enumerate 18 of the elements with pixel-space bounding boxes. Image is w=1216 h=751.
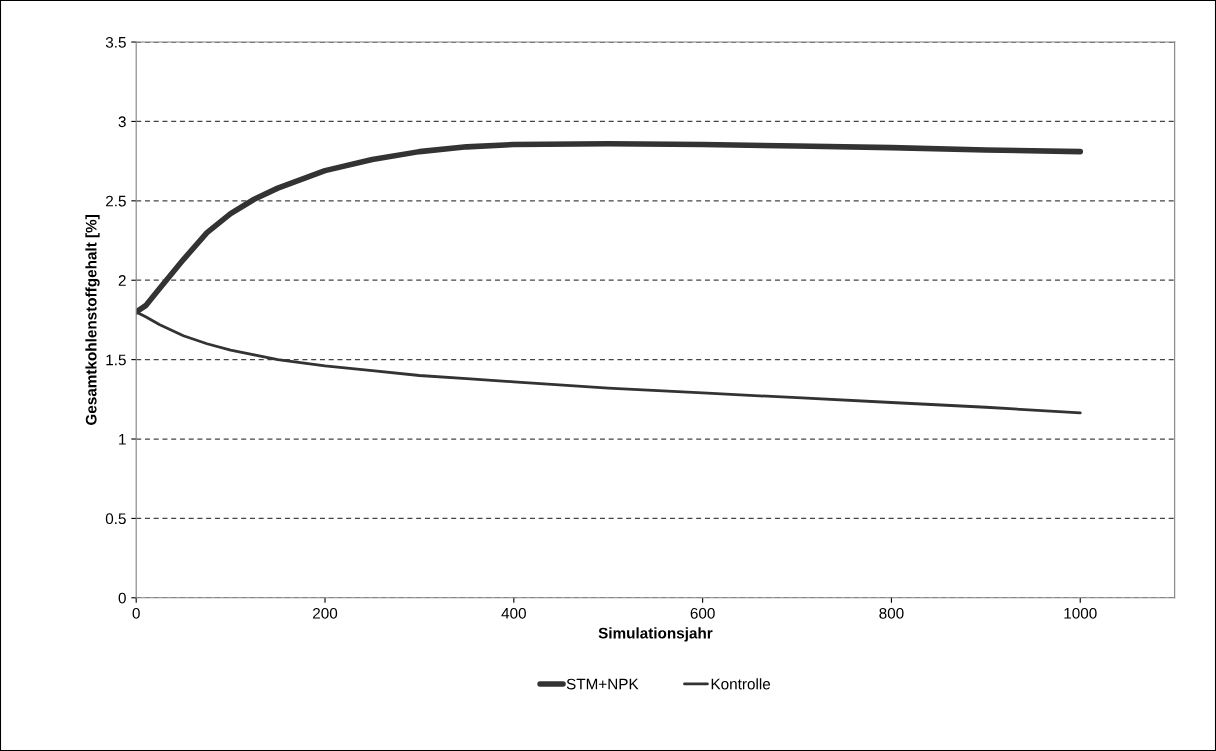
y-tick-label: 0.5 xyxy=(105,513,126,525)
x-tick-label: 200 xyxy=(313,607,338,619)
y-tick-label: 2.5 xyxy=(106,195,126,207)
y-tick-label: 2 xyxy=(118,275,126,286)
y-tick-label: 0 xyxy=(118,592,126,604)
y-tick-label: 1 xyxy=(119,434,126,445)
x-tick-label: 400 xyxy=(501,607,526,619)
x-tick-label: 800 xyxy=(879,607,904,619)
x-tick-label: 0 xyxy=(132,607,140,619)
y-tick-label: 3.5 xyxy=(105,36,126,48)
x-tick-label: 1000 xyxy=(1064,607,1097,619)
x-axis-title: Simulationsjahr xyxy=(598,627,713,642)
y-tick-label: 1.5 xyxy=(106,354,126,366)
legend-label: Kontrolle xyxy=(711,678,771,690)
y-tick-label: 3 xyxy=(118,116,126,128)
y-axis-title: Gesamtkohlenstoffgehalt [%] xyxy=(85,215,100,425)
x-tick-label: 600 xyxy=(690,607,715,619)
legend-label: STM+NPK xyxy=(566,678,639,690)
